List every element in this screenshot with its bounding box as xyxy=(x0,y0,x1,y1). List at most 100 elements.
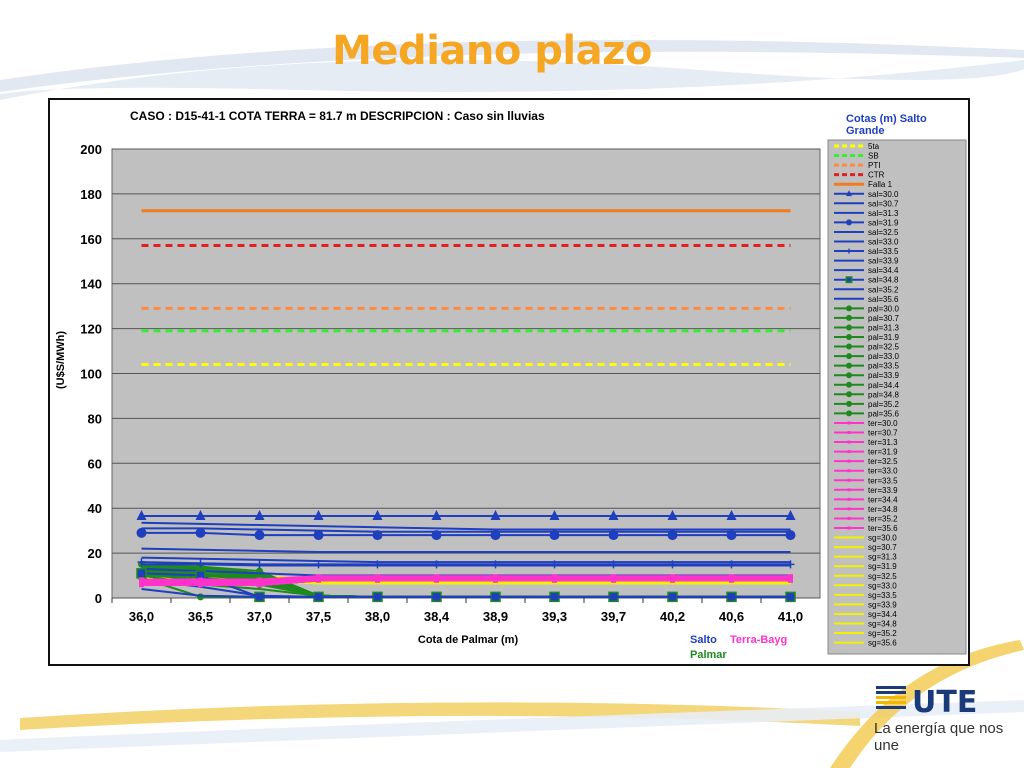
legend-entry: ter=33.5 xyxy=(834,476,898,485)
point-marker xyxy=(552,577,557,583)
point-marker xyxy=(846,219,852,226)
legend-entry: sg=33.9 xyxy=(834,600,897,609)
legend-entry: pal=33.5 xyxy=(834,362,899,371)
point-marker xyxy=(847,526,851,530)
legend-entry: sal=33.5 xyxy=(834,247,899,256)
legend-label: sal=31.9 xyxy=(868,218,899,227)
point-marker xyxy=(434,577,439,583)
legend-entry: sg=34.4 xyxy=(834,610,897,619)
y-tick-label: 180 xyxy=(80,187,102,202)
line-chart: CASO : D15-41-1 COTA TERRA = 81.7 m DESC… xyxy=(55,109,967,661)
point-marker xyxy=(490,530,501,541)
legend-label: sal=33.9 xyxy=(868,257,899,266)
point-marker xyxy=(670,577,675,583)
legend-label: sg=33.0 xyxy=(868,581,897,590)
legend-label: sg=33.9 xyxy=(868,600,897,609)
legend-label: sal=33.5 xyxy=(868,247,899,256)
point-marker xyxy=(846,248,852,254)
point-marker xyxy=(254,530,265,541)
ute-logo: UTE xyxy=(876,685,977,720)
y-tick-label: 100 xyxy=(80,367,102,382)
legend-label: sal=34.8 xyxy=(868,276,899,285)
point-marker xyxy=(493,577,498,583)
legend-label: pal=35.6 xyxy=(868,409,899,418)
y-tick-labels: 0 20 40 60 80 100 120 140 160 180 200 xyxy=(80,142,102,606)
x-tick-labels: 36,0 36,5 37,0 37,5 38,0 38,4 38,9 39,3 39,7 40,2… xyxy=(111,598,803,624)
point-marker xyxy=(136,568,147,579)
series-sal-33-0 xyxy=(141,556,791,564)
y-tick-label: 140 xyxy=(80,277,102,292)
point-marker xyxy=(257,582,262,588)
legend-entry: pal=34.4 xyxy=(834,381,899,390)
legend-label: PTI xyxy=(868,161,880,170)
point-marker xyxy=(255,560,264,569)
legend-entry: PTI xyxy=(834,161,880,170)
legend-entry: pal=35.6 xyxy=(834,409,899,418)
legend-label: pal=33.9 xyxy=(868,371,899,380)
x-tick-label: 37,0 xyxy=(247,609,272,624)
point-marker xyxy=(847,459,851,463)
series-sal-31-3 xyxy=(141,527,791,533)
decorative-swoosh-bottom xyxy=(20,702,860,730)
y-tick-label: 160 xyxy=(80,232,102,247)
point-marker xyxy=(847,421,851,425)
legend-label: sal=30.7 xyxy=(868,199,899,208)
point-marker xyxy=(788,577,793,583)
legend-label: ter=34.8 xyxy=(868,505,898,514)
point-marker xyxy=(196,559,205,568)
legend-label: sg=31.9 xyxy=(868,562,897,571)
legend-entry: sg=31.3 xyxy=(834,553,897,562)
point-marker xyxy=(316,577,321,583)
legend-label: sal=31.3 xyxy=(868,209,899,218)
logo-stripes xyxy=(876,686,906,709)
point-marker xyxy=(785,530,796,541)
legend-entry: pal=34.8 xyxy=(834,390,899,399)
series-line xyxy=(141,563,791,567)
bottom-label-terra: Terra-Bayg xyxy=(730,634,787,646)
series-line xyxy=(141,561,791,566)
legend-label: sg=35.2 xyxy=(868,629,897,638)
legend-entry: sal=35.2 xyxy=(834,285,899,294)
legend-entry: Falla 1 xyxy=(834,180,893,189)
point-marker xyxy=(785,510,796,521)
legend-entry: ter=30.0 xyxy=(834,419,898,428)
legend-label: pal=32.5 xyxy=(868,343,899,352)
point-marker xyxy=(846,372,852,379)
point-marker xyxy=(847,516,851,520)
series-sal-30-7 xyxy=(141,521,791,531)
x-tick-label: 37,5 xyxy=(306,609,331,624)
legend-entry: sal=30.0 xyxy=(834,190,899,199)
point-marker xyxy=(846,324,852,331)
point-marker xyxy=(845,276,853,284)
x-tick-label: 39,7 xyxy=(601,609,626,624)
legend-entry: sal=34.4 xyxy=(834,266,899,275)
legend-entry: pal=33.0 xyxy=(834,352,899,361)
decorative-swoosh-top-2 xyxy=(0,40,1024,92)
legend-entry: sal=34.8 xyxy=(834,276,899,285)
point-marker xyxy=(139,582,144,588)
legend-entry: sg=30.7 xyxy=(834,543,897,552)
x-tick-label: 41,0 xyxy=(778,609,803,624)
legend-entry: pal=31.9 xyxy=(834,333,899,342)
point-marker xyxy=(846,353,852,360)
legend-label: pal=31.3 xyxy=(868,323,899,332)
point-marker xyxy=(611,577,616,583)
point-marker xyxy=(846,410,852,417)
point-marker xyxy=(846,362,852,369)
x-tick-label: 38,9 xyxy=(483,609,508,624)
point-marker xyxy=(432,560,441,569)
legend-entry: pal=32.5 xyxy=(834,343,899,352)
series-sal-35-6 xyxy=(141,588,791,598)
y-tick-label: 0 xyxy=(95,591,102,606)
series-line xyxy=(141,578,791,587)
legend-entry: sg=30.0 xyxy=(834,534,897,543)
legend-entry: pal=35.2 xyxy=(834,400,899,409)
point-marker xyxy=(313,510,324,521)
series-sal-30-0 xyxy=(136,510,796,521)
legend-label: pal=33.5 xyxy=(868,362,899,371)
point-marker xyxy=(373,560,382,569)
point-marker xyxy=(846,314,852,321)
point-marker xyxy=(847,431,851,434)
